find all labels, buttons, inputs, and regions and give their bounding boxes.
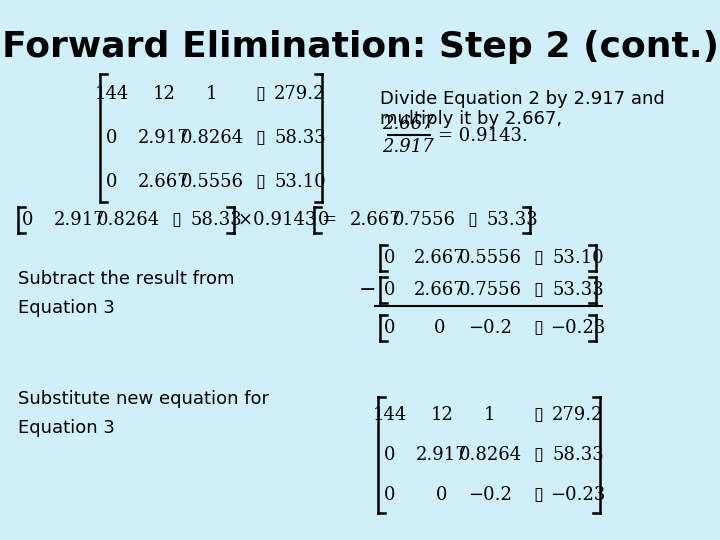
Text: 0: 0 — [384, 249, 396, 267]
Text: 2.667: 2.667 — [138, 173, 190, 191]
Text: ▯: ▯ — [533, 486, 543, 504]
Text: −: − — [359, 280, 377, 300]
Text: 0.5556: 0.5556 — [181, 173, 243, 191]
Text: 2.917: 2.917 — [138, 129, 190, 147]
Text: −0.2: −0.2 — [468, 319, 512, 337]
Text: 0: 0 — [384, 319, 396, 337]
Text: 0.5556: 0.5556 — [459, 249, 521, 267]
Text: Substitute new equation for
Equation 3: Substitute new equation for Equation 3 — [18, 390, 269, 437]
Text: 0.8264: 0.8264 — [96, 211, 160, 229]
Text: 12: 12 — [431, 406, 454, 424]
Text: 2.667: 2.667 — [382, 115, 434, 133]
Text: 53.10: 53.10 — [552, 249, 604, 267]
Text: ▯: ▯ — [533, 406, 543, 424]
Text: ▯: ▯ — [533, 446, 543, 464]
Text: 144: 144 — [373, 406, 407, 424]
Text: 0: 0 — [107, 173, 118, 191]
Text: 0: 0 — [384, 281, 396, 299]
Text: 53.33: 53.33 — [486, 211, 538, 229]
Text: 0: 0 — [384, 486, 396, 504]
Text: multiply it by 2.667,: multiply it by 2.667, — [380, 110, 562, 128]
Text: 1: 1 — [485, 406, 496, 424]
Text: 2.917: 2.917 — [382, 138, 434, 156]
Text: 0.8264: 0.8264 — [181, 129, 243, 147]
Text: −0.23: −0.23 — [550, 319, 606, 337]
Text: 0: 0 — [107, 129, 118, 147]
Text: 53.10: 53.10 — [274, 173, 326, 191]
Text: 12: 12 — [153, 85, 176, 103]
Text: 2.667: 2.667 — [414, 249, 466, 267]
Text: ▯: ▯ — [255, 85, 265, 103]
Text: Divide Equation 2 by 2.917 and: Divide Equation 2 by 2.917 and — [380, 90, 665, 108]
Text: −0.2: −0.2 — [468, 486, 512, 504]
Text: 0.8264: 0.8264 — [459, 446, 521, 464]
Text: Forward Elimination: Step 2 (cont.): Forward Elimination: Step 2 (cont.) — [1, 30, 719, 64]
Text: ▯: ▯ — [533, 319, 543, 337]
Text: ▯: ▯ — [533, 281, 543, 299]
Text: 53.33: 53.33 — [552, 281, 604, 299]
Text: ▯: ▯ — [533, 249, 543, 267]
Text: 58.33: 58.33 — [552, 446, 604, 464]
Text: 144: 144 — [95, 85, 129, 103]
Text: 2.667: 2.667 — [350, 211, 402, 229]
Text: ▯: ▯ — [255, 129, 265, 147]
Text: 0: 0 — [436, 486, 448, 504]
Text: −0.23: −0.23 — [550, 486, 606, 504]
Text: Subtract the result from
Equation 3: Subtract the result from Equation 3 — [18, 270, 235, 317]
Text: = 0.9143.: = 0.9143. — [438, 127, 528, 145]
Text: 2.667: 2.667 — [414, 281, 466, 299]
Text: 2.917: 2.917 — [416, 446, 468, 464]
Text: 279.2: 279.2 — [552, 406, 604, 424]
Text: 0: 0 — [22, 211, 34, 229]
Text: 58.33: 58.33 — [190, 211, 242, 229]
Text: ▯: ▯ — [467, 211, 477, 229]
Text: 279.2: 279.2 — [274, 85, 325, 103]
Text: 0: 0 — [384, 446, 396, 464]
Text: 0: 0 — [318, 211, 330, 229]
Text: ▯: ▯ — [255, 173, 265, 191]
Text: 2.917: 2.917 — [54, 211, 106, 229]
Text: 0.7556: 0.7556 — [459, 281, 521, 299]
Text: ×0.9143 =: ×0.9143 = — [238, 211, 337, 229]
Text: 1: 1 — [206, 85, 217, 103]
Text: 58.33: 58.33 — [274, 129, 326, 147]
Text: ▯: ▯ — [171, 211, 181, 229]
Text: 0: 0 — [434, 319, 446, 337]
Text: 0.7556: 0.7556 — [392, 211, 456, 229]
